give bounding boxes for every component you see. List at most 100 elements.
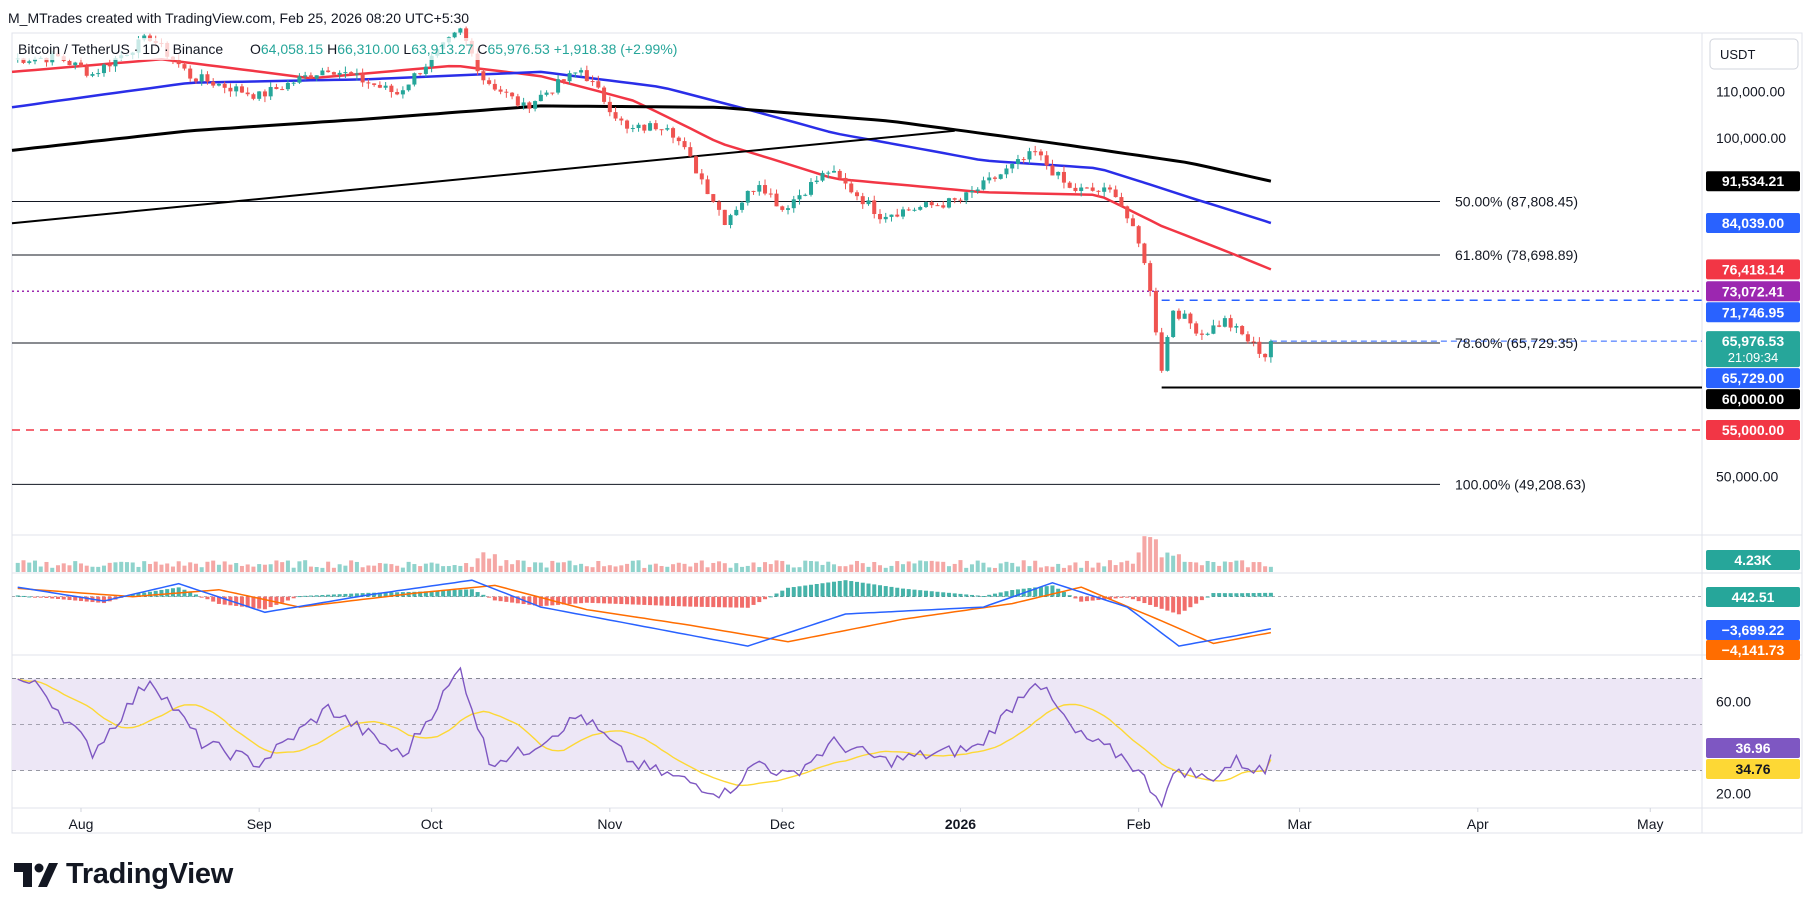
volume-bar	[406, 561, 411, 572]
candle-body	[1234, 326, 1239, 328]
chart-canvas[interactable]: 4.23K 442.51−3,699.22−4,141.73 60.0040.0…	[0, 0, 1814, 850]
candle-body	[113, 58, 118, 67]
macd-histogram-bar	[866, 583, 871, 597]
price-label-bg	[1706, 171, 1800, 192]
volume-bar	[481, 552, 486, 572]
candle-body	[1119, 197, 1124, 207]
candle-body	[981, 180, 986, 190]
candle-body	[1010, 163, 1015, 169]
currency-box[interactable]	[1709, 38, 1799, 70]
volume-bar	[912, 563, 917, 572]
macd-histogram-bar	[308, 595, 313, 597]
volume-bar	[820, 564, 825, 572]
candle-body	[717, 201, 722, 210]
volume-bar	[354, 561, 359, 572]
candle-body	[366, 82, 371, 84]
macd-histogram-bar	[889, 586, 894, 597]
candle-body	[1136, 226, 1141, 244]
macd-histogram-bar	[446, 590, 451, 597]
macd-label: 442.51	[1732, 589, 1775, 605]
candle-body	[676, 137, 681, 142]
candle-body	[510, 92, 515, 97]
volume-bar	[458, 565, 463, 572]
volume-bar	[188, 562, 193, 572]
macd-histogram-bar	[1113, 596, 1118, 599]
macd-histogram-bar	[274, 596, 279, 605]
volume-bar	[642, 567, 647, 572]
macd-histogram-bar	[239, 596, 244, 607]
brand[interactable]: TradingView	[14, 858, 233, 891]
candle-body	[389, 85, 394, 93]
volume-bar	[15, 562, 20, 572]
candle-body	[688, 147, 693, 157]
fib-labels: 50.00% (87,808.45) 61.80% (78,698.89) 78.6…	[1455, 194, 1586, 493]
volume-bar	[251, 566, 256, 572]
macd-histogram-bar	[964, 594, 969, 597]
candle-body	[533, 101, 538, 109]
volume-bar	[216, 564, 221, 572]
volume-bar	[331, 567, 336, 572]
candle-body	[906, 209, 911, 211]
candle-body	[929, 202, 934, 206]
macd-histogram-bar	[590, 596, 595, 603]
rsi-label: 34.76	[1735, 761, 1770, 777]
volume-bar	[222, 561, 227, 572]
macd-histogram-bar	[1044, 586, 1049, 597]
time-axis-tick: Mar	[1288, 816, 1312, 832]
candle-body	[877, 214, 883, 220]
volume-bar	[372, 565, 377, 572]
candle-body	[837, 170, 842, 178]
macd-histogram-bar	[1148, 596, 1153, 605]
volume-bar	[343, 565, 348, 572]
candle-body	[872, 200, 877, 215]
volume-bar	[814, 561, 819, 572]
candle-body	[1240, 326, 1245, 335]
volume-bar	[308, 566, 313, 572]
volume-bar	[124, 562, 129, 572]
macd-histogram-bar	[561, 596, 566, 605]
volume-bar	[320, 567, 325, 572]
time-axis-tick: Oct	[421, 816, 443, 832]
macd-histogram-bar	[556, 596, 561, 605]
macd-histogram-bar	[969, 594, 974, 597]
candle-body	[975, 189, 980, 191]
volume-bar	[923, 561, 928, 572]
close-label: C	[477, 41, 487, 57]
volume-bar	[119, 561, 124, 572]
volume-bar	[1176, 554, 1181, 572]
macd-histogram-bar	[745, 596, 750, 608]
candle-body	[475, 53, 480, 72]
volume-bar	[1234, 560, 1239, 572]
macd-histogram-bar	[740, 596, 745, 608]
volume-bar	[96, 566, 101, 572]
candle-body	[234, 86, 239, 92]
macd-histogram-bar	[820, 583, 825, 597]
candle-body	[297, 76, 302, 83]
macd-histogram-bar	[38, 596, 43, 598]
currency-selector[interactable]: USDT	[1709, 38, 1799, 70]
open-value: 64,058.15	[261, 41, 323, 57]
macd-histogram-bar	[682, 596, 687, 607]
macd-histogram-bar	[1263, 592, 1268, 597]
candle-body	[412, 73, 417, 85]
macd-histogram-bar	[360, 593, 365, 597]
macd-histogram-bar	[101, 596, 106, 604]
macd-histogram-bar	[734, 596, 739, 608]
volume-bar	[826, 561, 831, 572]
macd-histogram-bar	[15, 595, 20, 597]
candle-body	[935, 205, 940, 207]
volume-bar	[1015, 566, 1020, 572]
volume-bar	[492, 554, 497, 572]
price-axis-tick: 100,000.00	[1716, 130, 1786, 146]
volume-bar	[929, 560, 934, 572]
macd-histogram-bar	[705, 596, 710, 607]
symbol-title[interactable]: Bitcoin / TetherUS · 1D · Binance	[18, 41, 223, 57]
volume-bar	[1182, 561, 1187, 572]
macd-histogram-bar	[1188, 596, 1193, 608]
macd-histogram-bar	[717, 596, 722, 608]
time-axis-tick: Apr	[1467, 816, 1489, 832]
candle-body	[1130, 218, 1135, 227]
rsi-label-bg	[1706, 738, 1800, 758]
volume-bar	[1119, 562, 1124, 572]
price-label: 60,000.00	[1722, 391, 1784, 407]
